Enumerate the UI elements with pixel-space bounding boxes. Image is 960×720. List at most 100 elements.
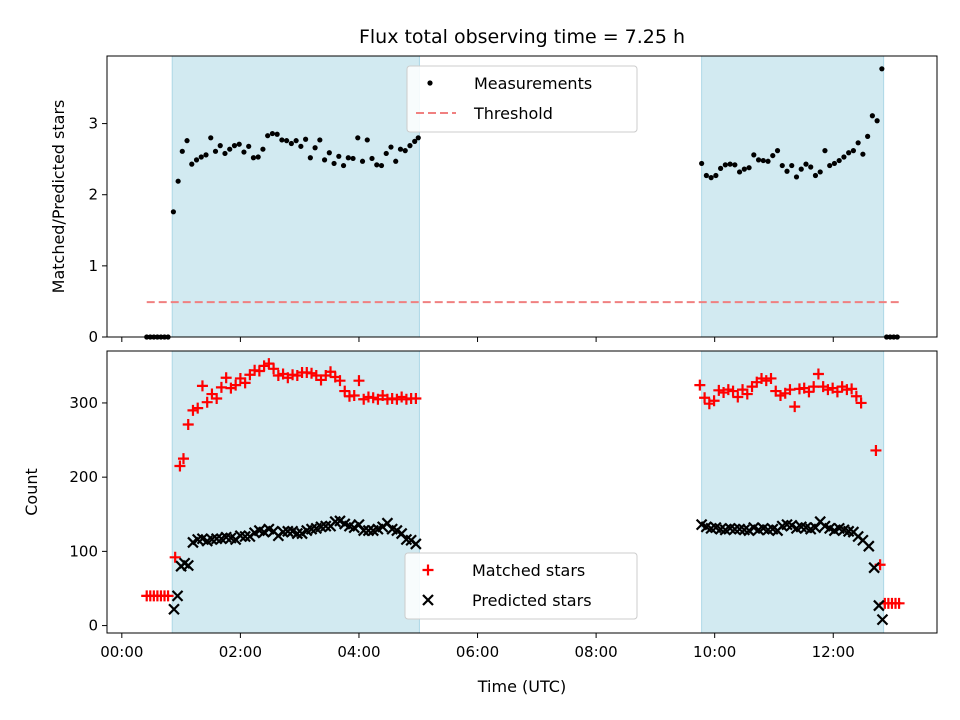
predicted-stars-point [319,520,332,532]
matched-stars-point [334,375,346,387]
measurements-point [340,162,347,169]
matched-stars-point [893,597,905,609]
measurements-point [326,150,332,156]
predicted-stars-point [282,525,294,538]
measurements-point [860,151,866,157]
measurements-point [208,135,214,141]
measurements-point [203,152,209,158]
y-tick-label: 2 [88,186,98,204]
measurements-point [293,138,299,144]
predicted-stars-point [729,523,741,535]
measurements-point [383,150,389,157]
measurements-point [265,133,271,139]
chart-title: Flux total observing time = 7.25 h [359,26,685,48]
measurements-point [850,148,857,154]
measurements-point [846,150,852,156]
matched-stars-point [741,388,753,400]
matched-stars-point [727,385,739,397]
measurements-point [378,162,385,169]
measurements-point [708,175,714,181]
predicted-stars-point [863,540,875,552]
x-axis-label: Time (UTC) [477,677,566,696]
bottom-panel: 0 100 200 300 00:00 02:00 04:00 06:00 08:00 10:00… [22,350,938,661]
measurements-point [397,146,404,152]
measurements-point [288,140,294,147]
legend-label-threshold: Threshold [473,104,553,123]
x-tick-label: 02:00 [219,643,262,661]
y-tick-label: 0 [88,617,98,635]
matched-stars-point [410,392,422,404]
measurements-point [321,157,328,163]
measurements-point [713,172,719,179]
predicted-stars-point [239,530,251,543]
matched-stars-point [177,453,189,465]
measurements-point [231,143,238,149]
measurements-point [855,140,861,146]
measurements-point [703,172,709,179]
measurements-point [869,113,875,119]
measurements-point [317,137,323,143]
measurements-point [227,146,233,152]
measurements-point [812,172,819,179]
axes-frame [106,55,938,338]
predicted-stars-point [410,538,422,550]
x-tick-label: 00:00 [100,643,143,661]
measurements-point [779,162,785,169]
legend-label-matched-stars: Matched stars [472,561,585,580]
measurements-point [388,144,394,150]
matched-stars-point [870,444,882,456]
legend-label-measurements: Measurements [474,74,592,93]
measurements-point [402,148,408,154]
measurements-point [736,169,743,175]
measurements-point [279,137,285,143]
observing-interval-0 [172,56,420,337]
measurements-point [755,157,762,163]
predicted-stars-point [868,561,880,574]
measurements-point [222,150,228,157]
measurements-point [732,162,738,168]
y-tick-label: 1 [88,257,98,275]
measurements-point [350,155,356,162]
axes-frame [106,350,938,634]
measurements-point [359,158,366,164]
measurements-point [175,178,181,184]
matched-stars-point [784,384,796,396]
matched-stars-point [192,402,204,414]
measurements-point [874,118,880,124]
measurements-point [184,138,190,144]
matched-stars-point [182,418,194,430]
measurements-point [836,157,842,164]
measurements-point [412,138,418,144]
top-panel: 0 1 2 3 Matched/Predicted stars Measurements T… [49,55,938,346]
y-axis-label: Count [22,468,41,516]
matched-stars-point [268,363,280,375]
x-tick-label: 06:00 [456,643,499,661]
measurements-point [345,155,351,161]
measurements-point [307,155,313,161]
measurements-point [718,165,724,171]
measurements-point [827,162,833,169]
measurements-point [774,148,781,154]
matched-stars-point [808,381,820,393]
measurements-point [793,174,800,180]
measurements-point [355,135,361,141]
measurements-point [865,133,871,139]
matched-stars-point [694,379,706,391]
matched-stars-point [201,396,213,408]
matched-stars-point [855,397,867,409]
measurements-point [274,131,280,137]
measurements-point [822,148,828,154]
measurements-point [741,166,747,172]
measurements-point [879,66,885,72]
matched-stars-point [812,368,824,380]
measurements-point [170,209,176,215]
y-tick-label: 3 [88,115,98,133]
measurements-point [217,143,223,149]
measurements-point [841,154,847,160]
measurements-point [831,160,838,167]
measurements-point [803,161,809,167]
x-tick-label: 08:00 [574,643,617,661]
measurements-point [798,166,804,172]
predicted-stars-point [876,613,889,626]
measurements-point [765,158,771,164]
